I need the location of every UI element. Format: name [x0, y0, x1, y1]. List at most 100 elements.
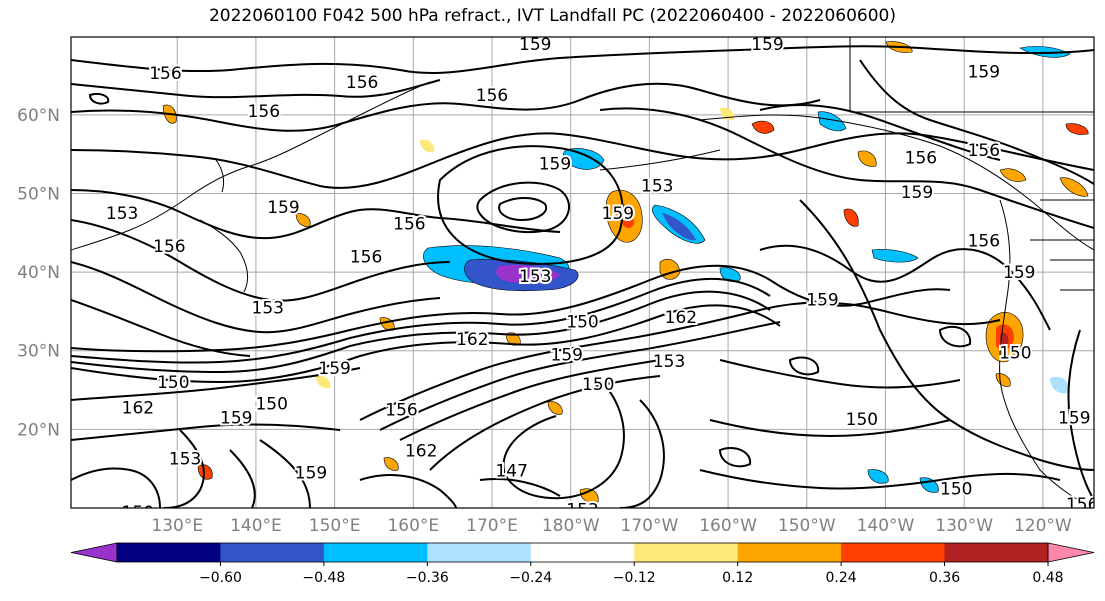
contour-line	[71, 189, 561, 240]
shade-patch	[867, 469, 889, 484]
plot-frame	[70, 36, 1095, 509]
shade-patch	[857, 150, 877, 167]
contour-label: 159	[1058, 409, 1090, 429]
contour-label: 159	[551, 346, 583, 366]
shade-patch	[719, 267, 741, 282]
contour-label: 159	[267, 198, 299, 218]
coastline	[849, 37, 1094, 113]
contour-label: 156	[968, 141, 1000, 161]
contour-label: 153	[252, 298, 284, 318]
contour-line	[163, 429, 205, 508]
contour-line	[859, 59, 1094, 185]
colorbar-tick-label: 0.48	[1032, 570, 1063, 586]
contour-label: 156	[248, 102, 280, 122]
shade-patch	[295, 213, 311, 227]
contour-label: 153	[519, 267, 551, 287]
colorbar-tick-label: 0.24	[826, 570, 857, 586]
contour-line	[71, 219, 451, 302]
contour-label: 153	[106, 204, 138, 224]
contour-label: 150	[566, 313, 598, 333]
contour-line	[599, 107, 1094, 229]
contour-label: 159	[751, 35, 783, 55]
contour-line	[359, 301, 1001, 421]
shade-patch	[999, 168, 1027, 182]
shade-patch	[197, 464, 213, 480]
contour-line	[502, 379, 625, 500]
contour-line	[619, 399, 665, 508]
contour-label: 156	[350, 247, 382, 267]
colorbar-extend-low	[70, 542, 118, 563]
contour-label: 147	[495, 461, 527, 481]
contour-line	[799, 199, 1094, 471]
contour-label: 159	[901, 183, 933, 203]
shade-patch	[843, 208, 859, 227]
colorbar-swatch	[220, 543, 325, 562]
colorbar-tick-label: 0.36	[929, 570, 960, 586]
contour-label: 150	[846, 410, 878, 430]
lon-tick-label: 170°E	[466, 516, 518, 536]
contour-line	[71, 45, 1094, 74]
contour-label: 150	[999, 343, 1031, 363]
lon-tick-label: 140°E	[230, 516, 282, 536]
coastline	[699, 114, 1094, 251]
contour-line	[498, 197, 548, 222]
lon-tick-label: 160°W	[699, 516, 757, 536]
contour-label: 156	[1066, 495, 1098, 515]
contour-line	[71, 79, 441, 99]
coastline	[999, 199, 1094, 508]
coastline	[599, 149, 721, 171]
lat-tick-label: 30°N	[17, 342, 60, 362]
colorbar-swatch	[737, 543, 842, 562]
shade-patch	[316, 375, 331, 389]
colorbar: −0.60 −0.48 −0.36 −0.24 −0.12 0.12 0.24 0.36 0.4…	[70, 542, 1095, 586]
contour-label: 156	[385, 401, 417, 421]
contour-line	[429, 375, 661, 471]
contour-label: 159	[220, 409, 252, 429]
contour-label: 156	[968, 232, 1000, 252]
contour-line	[229, 449, 256, 508]
contour-line	[759, 244, 1051, 331]
shade-patch	[1059, 177, 1089, 197]
lon-tick-label: 170°W	[621, 516, 679, 536]
latitude-labels: 60°N 50°N 40°N 30°N 20°N	[17, 106, 60, 441]
contour-line	[71, 264, 951, 353]
contour-label: 162	[405, 442, 437, 462]
contour-line	[71, 467, 161, 508]
contour-label: 159	[968, 63, 1000, 83]
colorbar-swatch	[944, 543, 1049, 562]
colorbar-tick-label: −0.60	[199, 570, 242, 586]
lat-tick-label: 60°N	[17, 106, 60, 126]
contour-label: 159	[539, 155, 571, 175]
longitude-labels: 130°E 140°E 150°E 160°E 170°E 180°W 170°W 160°W…	[151, 516, 1072, 536]
colorbar-swatch	[841, 543, 946, 562]
contour-line	[71, 299, 251, 357]
contour-line	[379, 321, 781, 431]
shade-patch	[871, 249, 919, 263]
contour-label: 159	[1003, 263, 1035, 283]
contour-line	[71, 290, 771, 374]
lat-tick-label: 40°N	[17, 263, 60, 283]
coastline	[199, 219, 248, 293]
contour-label: 150	[122, 503, 154, 523]
contour-line	[71, 304, 781, 384]
contour-label: 156	[149, 64, 181, 84]
contour-line	[1067, 329, 1094, 501]
contour-label: 156	[905, 148, 937, 168]
contour-label: 156	[393, 214, 425, 234]
colorbar-tick-label: −0.48	[302, 570, 345, 586]
contour-label: 159	[602, 204, 634, 224]
contour-label: 159	[519, 35, 551, 55]
contour-label: 153	[566, 501, 598, 521]
contour-line	[399, 359, 661, 441]
shade-patch	[496, 264, 560, 284]
coastline	[1030, 239, 1094, 291]
contour-line	[476, 181, 570, 234]
coastlines	[71, 37, 1094, 508]
colorbar-tick-label: −0.36	[406, 570, 449, 586]
lon-tick-label: 130°E	[151, 516, 203, 536]
colorbar-tick-label: −0.12	[613, 570, 656, 586]
contour-label: 150	[255, 394, 287, 414]
contour-label: 156	[346, 73, 378, 93]
refractivity-contours	[71, 45, 1094, 508]
